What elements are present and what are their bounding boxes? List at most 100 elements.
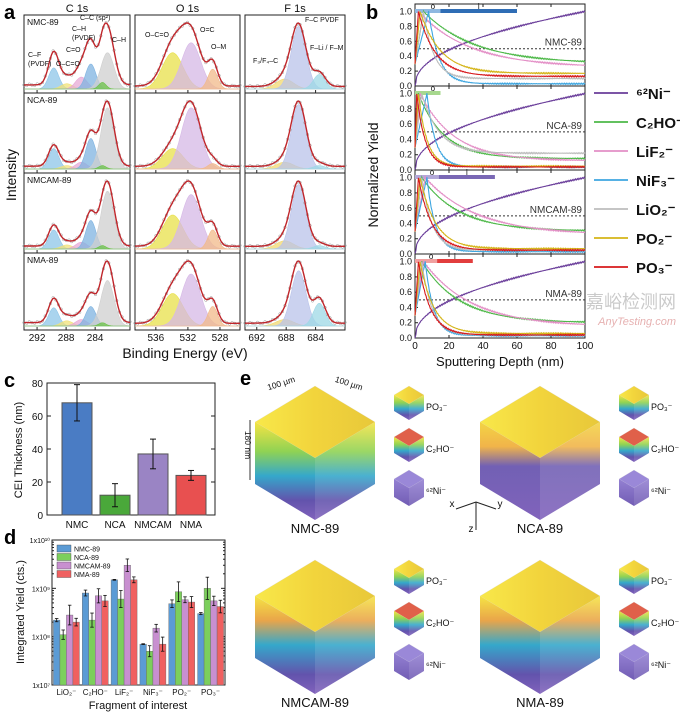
- outer-cei-bar: [415, 9, 441, 13]
- watermark-en: AnyTesting.com: [598, 316, 676, 328]
- y-tick-label: 0.4: [399, 302, 412, 312]
- y-tick-label: 1.0: [399, 6, 412, 16]
- series-line: [414, 261, 586, 337]
- component-label: F–C PVDF: [305, 17, 339, 24]
- sample-label: NMCAM-89: [530, 205, 583, 216]
- cube-right-face: [315, 422, 375, 520]
- component-peak: [245, 104, 345, 170]
- y-tick-label: 1.0: [399, 257, 412, 267]
- series-line: [414, 175, 586, 232]
- x-tick-label: 528: [212, 333, 229, 344]
- series-line: [414, 9, 586, 64]
- cube-left-face: [619, 437, 634, 462]
- cube-left-face: [394, 569, 409, 594]
- outer-mark: o: [429, 252, 434, 261]
- category-label: NMC: [66, 520, 89, 531]
- bar: [152, 627, 160, 686]
- fragment-label: PO₃⁻: [426, 576, 448, 586]
- fragment-label: PO₃⁻: [651, 402, 673, 412]
- bar: [197, 613, 205, 686]
- category-label: NiF₃⁻: [143, 688, 163, 697]
- legend-label: NCA-89: [74, 555, 99, 562]
- fit-envelope: [135, 100, 240, 167]
- cube-right-face: [409, 395, 424, 420]
- legend-label: NMC-89: [74, 547, 100, 554]
- series-line: [414, 93, 586, 155]
- legend-label: PO₂⁻: [636, 231, 672, 248]
- component-peak: [135, 273, 240, 327]
- watermark: 嘉峪检测网 AnyTesting.com: [586, 292, 676, 332]
- cube-right-face: [409, 653, 424, 680]
- component-label: O–M: [211, 44, 226, 51]
- sample-label: NMA-89: [27, 255, 58, 265]
- component-label: C–H: [112, 37, 126, 44]
- component-label: C–C (sp²): [80, 15, 110, 22]
- series-line: [414, 10, 586, 86]
- fragment-cube-po3: [618, 385, 650, 420]
- bar: [117, 598, 125, 686]
- fragment-cube-ni: [618, 469, 650, 506]
- cube-left-face: [619, 653, 634, 680]
- fragment-label: C₂HO⁻: [651, 444, 679, 454]
- x-axis-title: Fragment of interest: [89, 700, 187, 712]
- data-point: [183, 181, 187, 185]
- category-label: LiF₂⁻: [115, 688, 133, 697]
- xps-frame: [244, 252, 346, 331]
- category-label: PO₃⁻: [201, 688, 220, 697]
- y-tick-label: 0.4: [399, 134, 412, 144]
- bar: [130, 579, 138, 686]
- fragment-cube-ni: [618, 643, 650, 680]
- x-tick-label: 288: [58, 333, 75, 344]
- legend-label: LiF₂⁻: [636, 144, 673, 161]
- y-axis-title: Normalized Yield: [365, 122, 381, 227]
- panel-label-b: b: [366, 2, 379, 24]
- inner-cei-bar: [438, 175, 495, 179]
- panel-label-d: d: [4, 527, 17, 549]
- cube-left-face: [394, 653, 409, 680]
- fit-envelope: [135, 22, 240, 87]
- component-label: O=C: [200, 27, 215, 34]
- dimension-x: 100 µm: [266, 374, 296, 392]
- y-tick-label: 0.0: [399, 333, 412, 343]
- category-label: NMCAM: [134, 520, 172, 531]
- cube-right-face: [540, 422, 600, 520]
- x-tick-label: 292: [29, 333, 46, 344]
- bar: [139, 643, 147, 686]
- component-peak: [245, 165, 345, 170]
- cube-left-face: [394, 611, 409, 636]
- bar: [95, 595, 102, 686]
- y-tick-label: 0.6: [399, 203, 412, 213]
- fragment-cube-c2ho: [618, 427, 650, 462]
- legend-label: ⁶²Ni⁻: [636, 86, 671, 103]
- x-tick-label: 684: [307, 333, 324, 344]
- fragment-cube-ni: [393, 469, 425, 506]
- y-tick-label: 0.8: [399, 21, 412, 31]
- y-axis-label: y: [498, 499, 503, 510]
- z-axis-label: z: [469, 524, 474, 535]
- region-title: C 1s: [66, 3, 89, 15]
- y-tick-label: 0.6: [399, 119, 412, 129]
- series-line: [414, 11, 586, 78]
- component-peak: [135, 306, 240, 327]
- bar: [175, 591, 182, 686]
- x-tick-label: 80: [545, 341, 557, 352]
- cube-right-face: [634, 395, 649, 420]
- fit-envelope: [24, 260, 131, 324]
- data-point: [175, 29, 179, 33]
- legend-swatch: [56, 553, 72, 561]
- bar: [53, 619, 61, 686]
- y-tick-label: 1x10⁷: [32, 683, 50, 690]
- component-peak: [24, 82, 130, 90]
- cube-left-face: [394, 395, 409, 420]
- y-tick-label: 1.0: [399, 173, 412, 183]
- outer-cei-bar: [415, 175, 439, 179]
- y-axis-title: CEI Thickness (nm): [13, 402, 25, 498]
- data-point: [183, 261, 187, 265]
- component-peak: [135, 68, 240, 90]
- fit-envelope: [135, 180, 240, 247]
- legend-label: PO₃⁻: [636, 260, 673, 277]
- fit-envelope: [245, 180, 345, 247]
- component-peak: [24, 165, 130, 170]
- fragment-label: ⁶²Ni⁻: [651, 486, 671, 496]
- category-label: NCA: [104, 520, 125, 531]
